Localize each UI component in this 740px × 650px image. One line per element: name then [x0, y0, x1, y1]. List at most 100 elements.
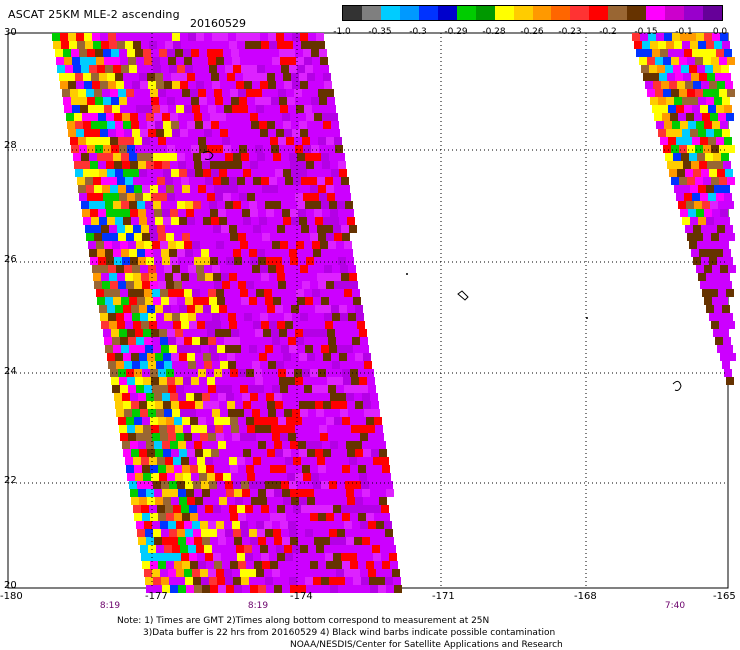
swath-pixel [238, 185, 246, 193]
product-title: ASCAT 25KM MLE-2 ascending [8, 8, 180, 21]
swath-pixel [381, 457, 389, 465]
note-line-2: 3)Data buffer is 22 hrs from 20160529 4)… [143, 628, 556, 638]
swath-pixel [99, 73, 107, 81]
swath-pixel [115, 73, 123, 81]
swath-pixel [101, 273, 109, 281]
swath-pixel [138, 257, 146, 265]
swath-pixel [173, 457, 181, 465]
swath-pixel [676, 49, 684, 57]
swath-pixel [384, 569, 392, 577]
swath-pixel [161, 249, 169, 257]
swath-pixel [141, 457, 149, 465]
swath-pixel [192, 105, 200, 113]
swath-pixel [351, 425, 359, 433]
swath-pixel [143, 97, 151, 105]
swath-pixel [271, 193, 279, 201]
swath-pixel [279, 49, 287, 57]
swath-pixel [653, 81, 661, 89]
swath-pixel [223, 425, 231, 433]
swath-pixel [317, 457, 325, 465]
swath-pixel [263, 49, 271, 57]
swath-pixel [176, 569, 184, 577]
swath-pixel [286, 369, 294, 377]
swath-pixel [641, 65, 649, 73]
swath-pixel [302, 465, 310, 473]
swath-pixel [725, 81, 733, 89]
swath-pixel [247, 97, 255, 105]
swath-pixel [177, 481, 185, 489]
swath-pixel [342, 185, 350, 193]
swath-pixel [178, 441, 186, 449]
swath-pixel [167, 97, 175, 105]
swath-pixel [724, 137, 732, 145]
swath-pixel [234, 393, 242, 401]
swath-pixel [725, 169, 733, 177]
swath-pixel [170, 585, 178, 593]
swath-pixel [251, 169, 259, 177]
swath-pixel [108, 81, 116, 89]
swath-pixel [711, 177, 719, 185]
swath-pixel [87, 49, 95, 57]
swath-pixel [174, 185, 182, 193]
swath-pixel [142, 137, 150, 145]
swath-pixel [236, 129, 244, 137]
swath-pixel [230, 369, 238, 377]
swath-pixel [716, 137, 724, 145]
swath-pixel [161, 345, 169, 353]
swath-pixel [312, 57, 320, 65]
swath-pixel [353, 297, 361, 305]
swath-pixel [348, 361, 356, 369]
swath-pixel [174, 281, 182, 289]
swath-pixel [208, 105, 216, 113]
swath-pixel [304, 433, 312, 441]
swath-pixel [126, 233, 134, 241]
swath-pixel [378, 537, 386, 545]
swath-pixel [313, 65, 321, 73]
swath-pixel [259, 449, 267, 457]
swath-pixel [199, 97, 207, 105]
swath-pixel [211, 73, 219, 81]
swath-pixel [137, 297, 145, 305]
swath-pixel [90, 209, 98, 217]
swath-pixel [722, 217, 730, 225]
swath-pixel [199, 425, 207, 433]
swath-pixel [692, 105, 700, 113]
swath-pixel [143, 193, 151, 201]
swath-pixel [154, 537, 162, 545]
swath-pixel [186, 489, 194, 497]
swath-pixel [119, 425, 127, 433]
swath-pixel [140, 361, 148, 369]
swath-pixel [213, 177, 221, 185]
swath-pixel [108, 313, 116, 321]
swath-pixel [250, 257, 258, 265]
swath-pixel [264, 433, 272, 441]
swath-pixel [374, 465, 382, 473]
swath-pixel [224, 241, 232, 249]
swath-pixel [128, 241, 136, 249]
swath-pixel [230, 233, 238, 241]
swath-pixel [163, 73, 171, 81]
swath-pixel [277, 505, 285, 513]
swath-pixel [205, 457, 213, 465]
swath-pixel [206, 417, 214, 425]
swath-pixel [192, 521, 200, 529]
swath-pixel [279, 425, 287, 433]
swath-pixel [277, 225, 285, 233]
swath-pixel [114, 161, 122, 169]
swath-pixel [139, 497, 147, 505]
swath-pixel [193, 65, 201, 73]
swath-pixel [249, 249, 257, 257]
swath-pixel [171, 169, 179, 177]
swath-pixel [725, 345, 733, 353]
swath-pixel [247, 145, 255, 153]
swath-pixel [106, 161, 114, 169]
swath-pixel [332, 361, 340, 369]
swath-pixel [192, 241, 200, 249]
swath-pixel [102, 89, 110, 97]
swath-pixel [307, 73, 315, 81]
swath-pixel [327, 473, 335, 481]
swath-pixel [151, 377, 159, 385]
swath-pixel [323, 73, 331, 81]
swath-pixel [269, 553, 277, 561]
swath-pixel [225, 345, 233, 353]
